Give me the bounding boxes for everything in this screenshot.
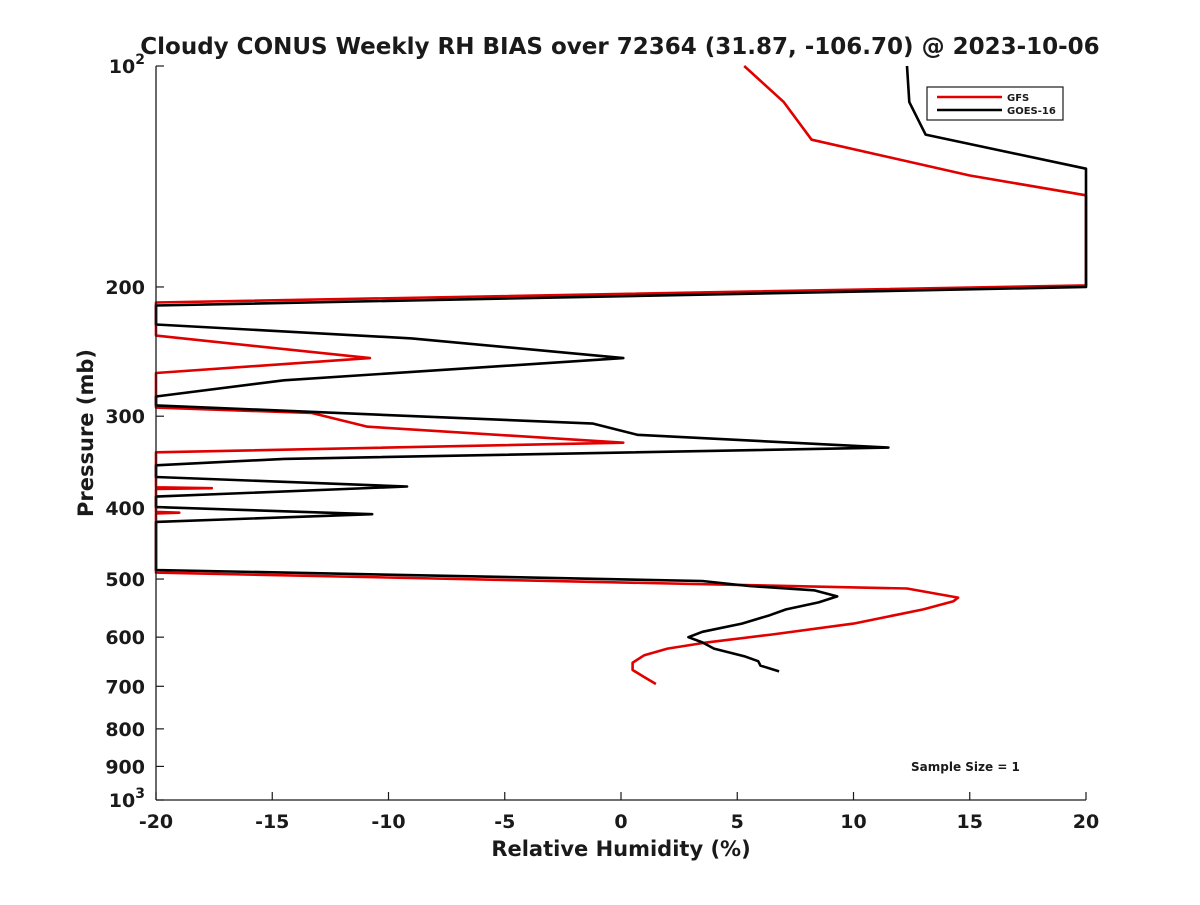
x-tick-label: 0 — [614, 811, 627, 833]
x-ticks: -20 -15 -10 -5 0 5 10 15 20 — [139, 792, 1099, 833]
series-line-gfs — [154, 65, 1088, 686]
x-tick-label: -5 — [494, 811, 515, 833]
y-tick-label: 600 — [105, 627, 145, 649]
y-tick-label: 900 — [105, 756, 145, 778]
x-tick-label: -20 — [139, 811, 173, 833]
y-tick-label: 800 — [105, 719, 145, 741]
y-tick-label: 102 — [109, 52, 145, 78]
legend-box — [926, 86, 1064, 121]
x-axis-label: Relative Humidity (%) — [491, 837, 750, 861]
x-tick-label: 15 — [957, 811, 983, 833]
legend: GFS GOES-16 — [926, 86, 1064, 121]
x-tick-label: -10 — [371, 811, 405, 833]
y-ticks: 102 200 300 400 500 600 700 800 900 103 — [105, 52, 164, 812]
y-tick-label: 300 — [105, 406, 145, 428]
series-layer — [154, 65, 1088, 686]
y-axis-label: Pressure (mb) — [74, 349, 98, 517]
y-tick-label: 200 — [105, 277, 145, 299]
x-tick-label: 10 — [840, 811, 866, 833]
y-tick-label: 500 — [105, 569, 145, 591]
x-tick-label: 5 — [731, 811, 744, 833]
chart-title: Cloudy CONUS Weekly RH BIAS over 72364 (… — [140, 34, 1099, 60]
y-tick-label: 400 — [105, 498, 145, 520]
series-line-goes-16 — [154, 65, 1088, 673]
y-tick-label: 103 — [109, 786, 145, 812]
x-tick-label: 20 — [1073, 811, 1099, 833]
legend-label-goes-16: GOES-16 — [1007, 106, 1056, 117]
sample-size-annotation: Sample Size = 1 — [911, 760, 1020, 774]
legend-label-gfs: GFS — [1007, 93, 1029, 104]
x-tick-label: -15 — [255, 811, 289, 833]
y-tick-label: 700 — [105, 676, 145, 698]
